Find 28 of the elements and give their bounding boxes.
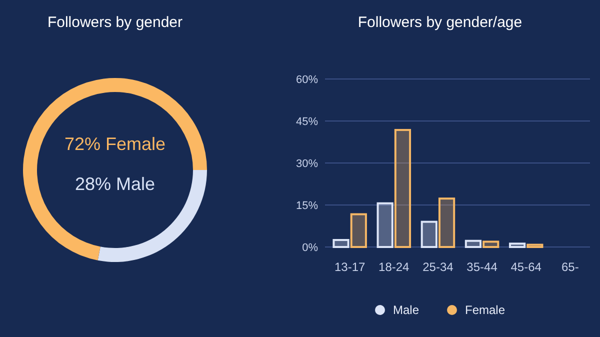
y-tick-label: 30% — [296, 158, 318, 170]
chart-title: Followers by gender/age — [358, 14, 522, 31]
y-tick-label: 45% — [296, 116, 318, 128]
x-tick-label: 45-64 — [510, 260, 542, 274]
slice-label: 72% Female — [64, 134, 166, 154]
bar — [332, 239, 350, 248]
x-tick-label: 13-17 — [334, 260, 366, 274]
x-tick-label: 65- — [562, 260, 579, 274]
bar — [420, 220, 438, 248]
x-tick-label: 18-24 — [378, 260, 410, 274]
legend-label: Female — [465, 303, 506, 317]
bar — [350, 213, 367, 248]
y-tick-label: 15% — [296, 200, 318, 212]
y-tick-label: 0% — [302, 242, 318, 254]
bar — [508, 242, 526, 248]
y-tick-label: 60% — [296, 74, 318, 86]
bar — [438, 198, 456, 248]
bar — [482, 240, 500, 248]
x-tick-label: 25-34 — [422, 260, 454, 274]
slice-label: 28% Male — [74, 174, 156, 194]
chart-title: Followers by gender — [47, 14, 183, 31]
x-tick-label: 35-44 — [466, 260, 498, 274]
donut-slice — [23, 78, 207, 260]
legend-label: Male — [393, 303, 420, 317]
bar — [394, 128, 412, 248]
bar — [464, 240, 482, 248]
bar — [526, 244, 544, 248]
bar — [376, 202, 394, 248]
